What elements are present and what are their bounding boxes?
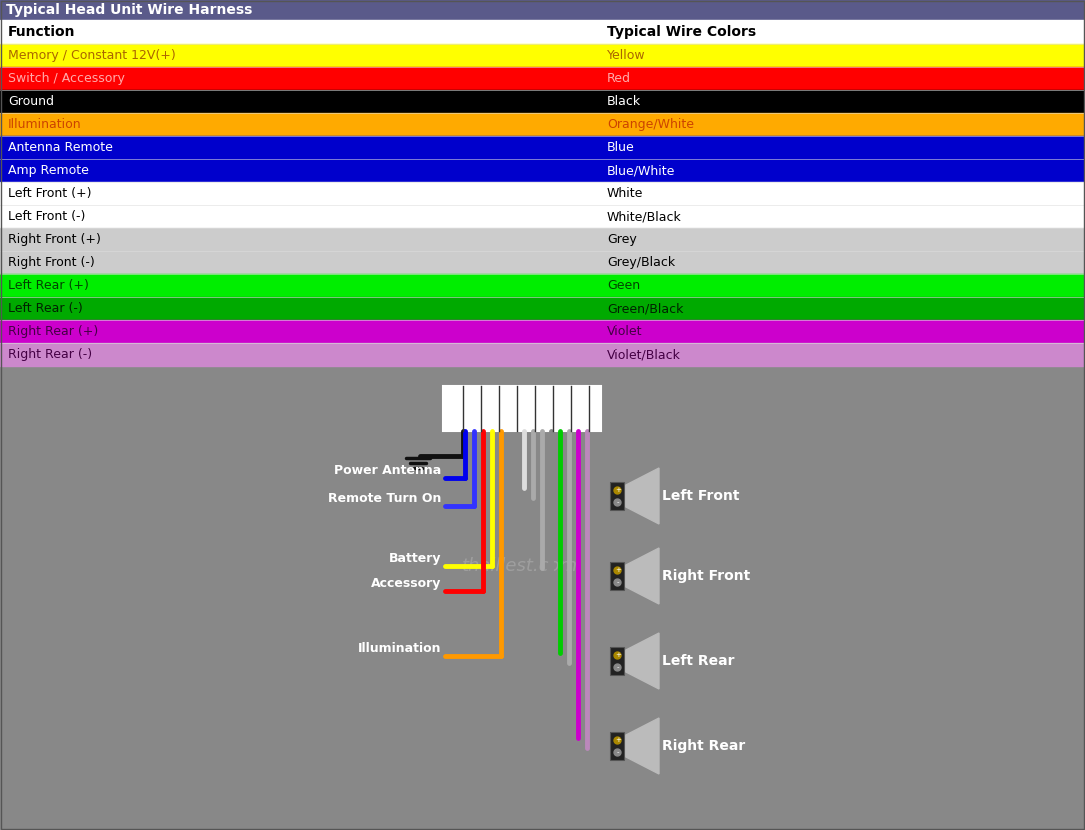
Text: Typical Head Unit Wire Harness: Typical Head Unit Wire Harness: [7, 3, 253, 17]
Bar: [610, 482, 624, 510]
Text: Battery: Battery: [388, 552, 441, 565]
Bar: [0, 274, 1085, 297]
Text: +: +: [615, 737, 621, 743]
Bar: [0, 0, 1085, 366]
Text: Left Front: Left Front: [662, 489, 740, 503]
Text: Accessory: Accessory: [371, 577, 441, 590]
Text: Right Rear (+): Right Rear (+): [8, 325, 99, 338]
Bar: [0, 0, 1085, 20]
Bar: [0, 159, 1085, 182]
Text: Antenna Remote: Antenna Remote: [8, 141, 113, 154]
Bar: [0, 205, 1085, 228]
Bar: [610, 482, 624, 510]
Bar: [0, 228, 1085, 251]
Bar: [610, 562, 624, 590]
Text: Geen: Geen: [607, 279, 640, 292]
Text: Violet/Black: Violet/Black: [607, 348, 681, 361]
Text: +: +: [615, 487, 621, 493]
Bar: [0, 44, 1085, 67]
Text: Red: Red: [607, 72, 631, 85]
Bar: [0, 67, 1085, 90]
Text: thaillest.com: thaillest.com: [462, 557, 578, 575]
Text: -: -: [616, 664, 620, 670]
Text: Remote Turn On: Remote Turn On: [328, 492, 441, 505]
Text: Switch / Accessory: Switch / Accessory: [8, 72, 125, 85]
Text: Power Antenna: Power Antenna: [334, 464, 441, 477]
Bar: [0, 297, 1085, 320]
Text: Left Rear: Left Rear: [662, 654, 735, 668]
Text: Right Front (+): Right Front (+): [8, 233, 101, 246]
Text: Left Rear (-): Left Rear (-): [8, 302, 82, 315]
Text: Illumination: Illumination: [8, 118, 81, 131]
Text: Green/Black: Green/Black: [607, 302, 684, 315]
Text: -: -: [616, 579, 620, 585]
Text: Right Front (-): Right Front (-): [8, 256, 94, 269]
Text: Black: Black: [607, 95, 641, 108]
Bar: [0, 90, 1085, 113]
Bar: [443, 386, 601, 431]
Text: -: -: [616, 499, 620, 505]
Text: Left Front (-): Left Front (-): [8, 210, 86, 223]
Bar: [0, 251, 1085, 274]
Text: -: -: [616, 749, 620, 755]
Text: Ground: Ground: [8, 95, 54, 108]
Text: Blue/White: Blue/White: [607, 164, 675, 177]
Polygon shape: [624, 468, 659, 524]
Text: Memory / Constant 12V(+): Memory / Constant 12V(+): [8, 49, 176, 62]
Bar: [0, 20, 1085, 44]
Text: +: +: [615, 567, 621, 573]
Bar: [0, 136, 1085, 159]
Text: Left Front (+): Left Front (+): [8, 187, 91, 200]
Text: Right Rear: Right Rear: [662, 739, 745, 753]
Text: Blue: Blue: [607, 141, 635, 154]
Text: +: +: [615, 652, 621, 658]
Text: Amp Remote: Amp Remote: [8, 164, 89, 177]
Bar: [610, 647, 624, 675]
Text: Orange/White: Orange/White: [607, 118, 694, 131]
Text: White: White: [607, 187, 643, 200]
Text: Left Rear (+): Left Rear (+): [8, 279, 89, 292]
Bar: [610, 732, 624, 760]
Text: Illumination: Illumination: [357, 642, 441, 655]
Text: Right Rear (-): Right Rear (-): [8, 348, 92, 361]
Bar: [610, 647, 624, 675]
Text: Yellow: Yellow: [607, 49, 646, 62]
Bar: [0, 320, 1085, 343]
Polygon shape: [624, 548, 659, 604]
Text: Violet: Violet: [607, 325, 642, 338]
Bar: [0, 182, 1085, 205]
Polygon shape: [624, 633, 659, 689]
Bar: [0, 343, 1085, 366]
Polygon shape: [624, 718, 659, 774]
Bar: [0, 366, 1085, 830]
Text: Grey: Grey: [607, 233, 637, 246]
Text: Typical Wire Colors: Typical Wire Colors: [607, 25, 756, 39]
Text: White/Black: White/Black: [607, 210, 681, 223]
Text: Grey/Black: Grey/Black: [607, 256, 675, 269]
Bar: [610, 562, 624, 590]
Bar: [610, 732, 624, 760]
Bar: [0, 113, 1085, 136]
Text: Function: Function: [8, 25, 76, 39]
Text: Right Front: Right Front: [662, 569, 750, 583]
